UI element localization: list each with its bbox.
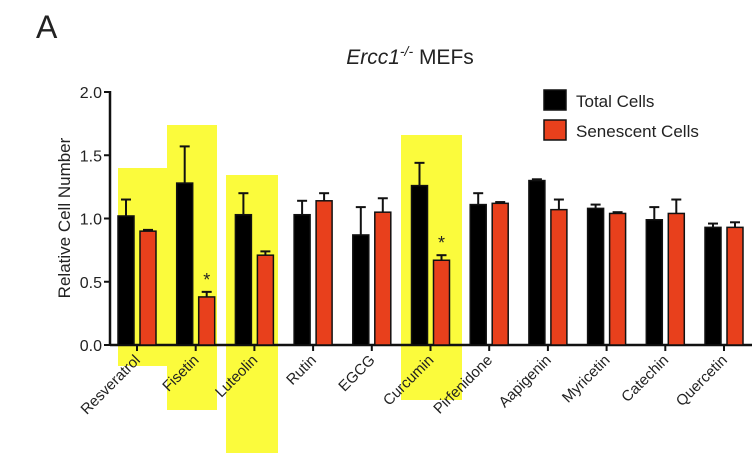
bar-senescent [374,211,392,346]
significance-marker: * [438,233,445,253]
title-sup: -/- [400,43,414,59]
bar-senescent [667,212,686,346]
chart-title: Ercc1-/- MEFs [346,43,474,69]
x-tick-label: EGCG [335,352,378,395]
bar-senescent [256,254,275,346]
legend-swatch [543,89,567,111]
x-tick-label: Catechin [618,352,672,406]
bar-total [586,207,605,346]
bar-total [528,179,546,346]
bar-senescent [197,296,216,346]
legend-swatch [543,119,567,141]
bar-total [293,213,311,346]
bar-total [645,219,664,346]
bar-senescent [550,208,568,346]
bar-total [352,234,370,346]
bar-total [175,182,194,346]
bar-total [117,215,135,346]
x-tick-label: Resveratrol [78,352,144,418]
bar-total [410,184,429,346]
legend-label: Total Cells [576,92,654,111]
x-tick-label: Rutin [283,352,320,389]
x-tick-label: Aapigenin [496,352,555,411]
y-tick-label: 1.0 [80,212,102,229]
y-tick-label: 0.0 [80,338,102,355]
panel-label: A [36,9,58,45]
bar-total [469,203,487,346]
x-tick-label: Quercetin [673,352,731,410]
bar-senescent [432,259,451,346]
bar-senescent [139,230,157,346]
y-axis-label: Relative Cell Number [55,137,74,298]
bar-senescent [608,212,627,346]
bar-senescent [315,200,333,346]
bar-senescent [491,202,509,346]
bar-total [704,226,722,346]
legend-label: Senescent Cells [576,122,699,141]
significance-marker: * [203,270,210,290]
title-italic: Ercc1 [346,46,400,69]
y-tick-label: 2.0 [80,85,102,102]
x-tick-label: Myricetin [559,352,613,406]
y-tick-label: 1.5 [80,148,102,165]
bar-senescent [726,226,744,346]
title-rest: MEFs [413,46,474,69]
bar-total [234,213,253,346]
y-tick-label: 0.5 [80,275,102,292]
